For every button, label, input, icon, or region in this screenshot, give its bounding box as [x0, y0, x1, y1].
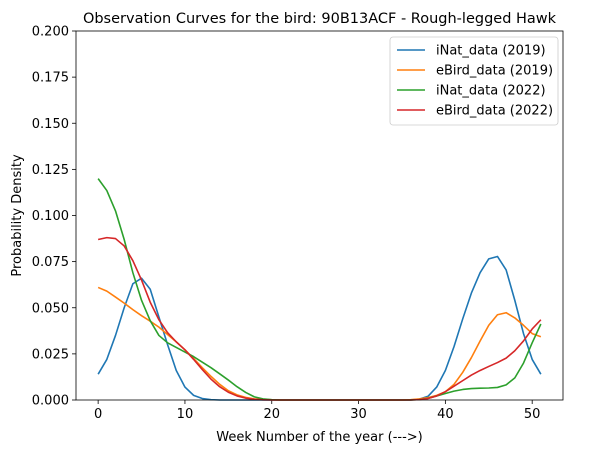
x-tick-label: 10: [177, 407, 194, 422]
y-tick-label: 0.000: [32, 394, 69, 409]
y-axis-label: Probability Density: [10, 154, 25, 277]
x-tick-label: 0: [94, 407, 102, 422]
legend-label: iNat_data (2022): [436, 84, 546, 99]
legend-label: iNat_data (2019): [436, 44, 546, 59]
x-axis-label: Week Number of the year (--->): [216, 430, 422, 445]
y-tick-label: 0.175: [32, 71, 69, 86]
legend-label: eBird_data (2022): [436, 104, 553, 119]
legend: iNat_data (2019) eBird_data (2019) iNat_da…: [389, 36, 559, 126]
y-tick-label: 0.100: [32, 209, 69, 224]
legend-label: eBird_data (2019): [436, 64, 553, 79]
plot-frame: [75, 30, 564, 401]
series-line-2: [97, 286, 542, 401]
y-tick-label: 0.025: [32, 347, 69, 362]
series-lines: [97, 178, 542, 401]
y-tick-label: 0.050: [32, 301, 69, 316]
x-tick-label: 20: [263, 407, 280, 422]
y-tick-label: 0.200: [32, 25, 69, 40]
series-line-4: [97, 236, 542, 401]
chart-title: Observation Curves for the bird: 90B13AC…: [83, 11, 557, 27]
x-tick-label: 50: [524, 407, 541, 422]
series-line-3: [97, 178, 542, 401]
axis-ticks: 0 10 20 30 40 50 0.000 0.025 0.050 0.075 0.100 0.12…: [32, 25, 541, 423]
y-tick-label: 0.075: [32, 255, 69, 270]
legend-box: [389, 36, 559, 126]
x-tick-label: 40: [437, 407, 454, 422]
y-tick-label: 0.125: [32, 163, 69, 178]
y-tick-label: 0.150: [32, 117, 69, 132]
x-tick-label: 30: [350, 407, 367, 422]
